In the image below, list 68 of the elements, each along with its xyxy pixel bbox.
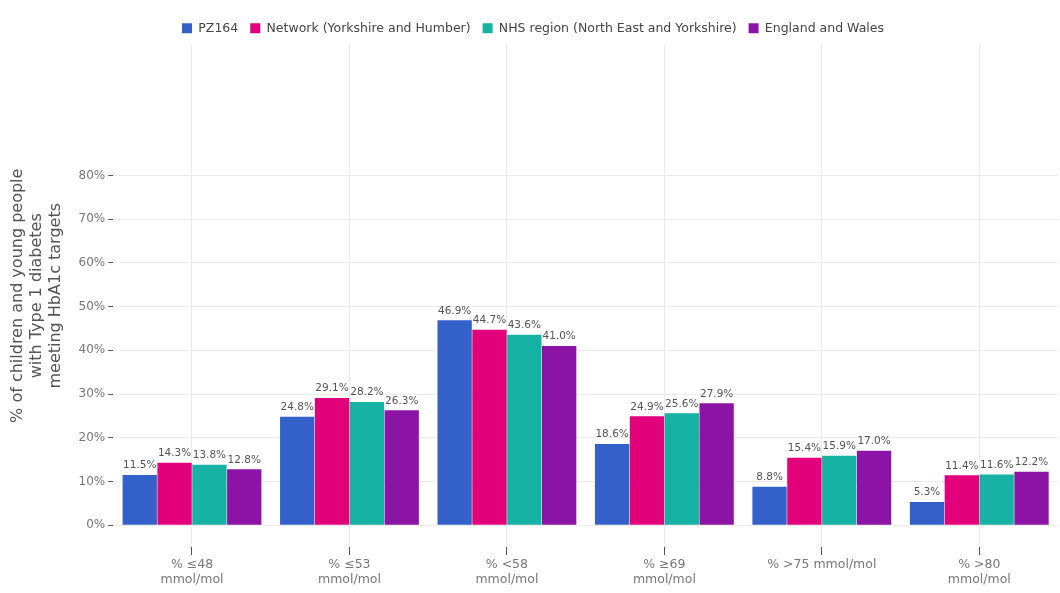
x-tick-label: % ≤53 mmol/mol [317,555,381,586]
data-label: 11.5% [123,458,157,471]
bar [629,416,665,525]
data-label: 26.3% [385,393,419,406]
data-label: 27.9% [699,386,734,399]
bar [314,398,350,525]
legend-label: PZ164 [198,19,239,35]
data-label: 18.6% [595,427,629,440]
bar [699,403,734,525]
bar [349,401,385,525]
data-label: 8.8% [756,470,783,483]
bar [472,329,507,525]
legend-label: NHS region (North East and Yorkshire) [498,19,737,35]
data-label: 46.9% [437,303,472,316]
bar [227,469,262,525]
y-tick-label: 40% [78,342,106,357]
bar [752,486,787,525]
data-label: 44.7% [472,313,507,326]
bar [944,475,980,525]
x-tick-label: % >75 mmol/mol [767,555,877,571]
bar [122,474,157,525]
legend-label: England and Wales [764,19,884,35]
y-tick-label: 20% [78,429,106,444]
y-tick-label: 70% [78,211,106,226]
y-tick-label: 80% [78,167,106,182]
bar [909,501,945,525]
data-label: 14.3% [157,446,192,459]
data-label: 28.2% [350,385,384,398]
x-tick-label: % ≥69 mmol/mol [632,555,696,586]
data-label: 15.9% [822,439,856,452]
data-label: 11.6% [980,457,1014,470]
x-tick-label: % <58 mmol/mol [475,555,539,586]
y-tick-label: 0% [86,517,106,532]
data-label: 29.1% [315,381,349,394]
bar [664,413,699,525]
bar [507,334,542,525]
y-tick-label: 60% [78,255,106,270]
bar [157,462,192,525]
data-label: 13.8% [192,448,227,461]
bar [280,416,315,525]
data-label: 12.8% [227,452,261,465]
data-label: 24.8% [280,400,314,413]
y-axis-title: % of children and young people with Type 1 diabetes meeting HbA1c targets [6,168,65,423]
y-tick-label: 50% [78,298,106,313]
bar [787,457,822,525]
bar [822,455,857,525]
data-label: 25.6% [665,396,699,409]
data-label: 41.0% [542,329,576,342]
y-tick-label: 30% [78,386,106,401]
data-label: 11.4% [945,458,979,471]
bar [1014,471,1049,525]
data-label: 5.3% [913,485,941,498]
legend-label: Network (Yorkshire and Humber) [266,19,471,35]
bar [437,320,472,525]
data-label: 12.2% [1014,455,1049,468]
bar [594,443,630,525]
bar [542,346,577,525]
data-label: 24.9% [630,399,664,412]
bar [384,410,419,525]
bar [192,464,227,525]
bar [856,450,892,525]
x-tick-label: % >80 mmol/mol [947,555,1011,586]
y-tick-label: 10% [78,473,106,488]
data-label: 43.6% [507,318,542,331]
bar [979,474,1014,525]
data-label: 17.0% [857,434,891,447]
data-label: 15.4% [787,441,822,454]
x-tick-label: % ≤48 mmol/mol [160,555,224,586]
